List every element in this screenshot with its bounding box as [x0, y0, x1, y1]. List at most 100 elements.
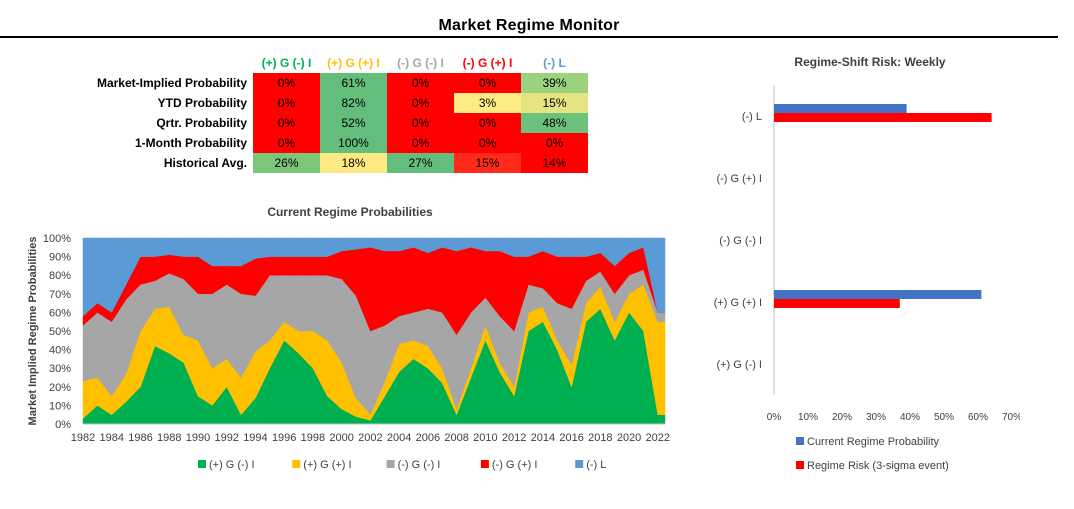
category-label: (-) L: [742, 111, 762, 123]
table-cell: 0%: [253, 133, 320, 153]
table-column-header: (+) G (-) I: [261, 56, 312, 70]
table-row-label: Historical Avg.: [163, 156, 247, 170]
x-tick-label: 1986: [128, 432, 152, 444]
table-cell: 15%: [454, 153, 521, 173]
legend-swatch: [796, 461, 804, 469]
area-chart-title: Current Regime Probabilities: [267, 205, 433, 219]
table-cell: 0%: [253, 73, 320, 93]
regime-probability-table: (+) G (-) I (+) G (+) I (-) G (-) I (-) G (…: [72, 53, 588, 173]
y-tick-label: 40%: [49, 345, 71, 357]
x-tick-label: 60%: [968, 412, 988, 423]
x-tick-label: 30%: [866, 412, 886, 423]
category-label: (+) G (-) I: [716, 359, 762, 371]
y-axis-label: Market Implied Regime Probabilities: [27, 237, 39, 426]
area-series: [82, 237, 666, 317]
table-cell: 18%: [320, 153, 387, 173]
title-divider: [0, 36, 1058, 38]
x-tick-label: 20%: [832, 412, 852, 423]
x-tick-label: 2012: [502, 432, 526, 444]
table-row: Qrtr. Probability 0% 52% 0% 0% 48%: [72, 113, 588, 133]
legend-label: Regime Risk (3-sigma event): [807, 460, 949, 472]
bar: [774, 113, 992, 122]
y-tick-label: 10%: [49, 400, 71, 412]
y-tick-label: 80%: [49, 270, 71, 282]
table-cell: 0%: [454, 73, 521, 93]
category-label: (-) G (+) I: [716, 173, 762, 185]
area-chart-legend: (+) G (-) I (+) G (+) I (-) G (-) I (-) G (…: [198, 459, 606, 471]
table-row-label: YTD Probability: [157, 96, 247, 110]
table-cell: 0%: [387, 133, 454, 153]
legend-swatch: [198, 460, 206, 468]
y-tick-label: 0%: [55, 419, 71, 431]
x-tick-label: 2018: [588, 432, 612, 444]
y-tick-label: 70%: [49, 289, 71, 301]
table-cell: 3%: [454, 93, 521, 113]
y-tick-label: 90%: [49, 252, 71, 264]
table-cell: 0%: [387, 73, 454, 93]
x-tick-label: 2020: [617, 432, 641, 444]
table-cell: 0%: [454, 133, 521, 153]
x-tick-label: 2004: [387, 432, 411, 444]
x-tick-label: 10%: [798, 412, 818, 423]
table-cell: 26%: [253, 153, 320, 173]
legend-swatch: [292, 460, 301, 468]
legend-swatch: [480, 460, 489, 468]
legend-label: (+) G (+) I: [303, 459, 351, 471]
category-label: (-) G (-) I: [719, 235, 762, 247]
table-cell: 39%: [521, 73, 588, 93]
table-row-label: Market-Implied Probability: [96, 76, 247, 90]
y-tick-label: 100%: [43, 233, 71, 245]
table-column-header: (-) L: [543, 56, 566, 70]
x-tick-label: 2008: [444, 432, 468, 444]
table-row: Historical Avg. 26% 18% 27% 15% 14%: [72, 153, 588, 173]
table-cell: 52%: [320, 113, 387, 133]
table-column-header: (-) G (-) I: [397, 56, 444, 70]
x-tick-label: 1996: [272, 432, 296, 444]
table-column-header: (-) G (+) I: [462, 56, 513, 70]
bar: [774, 299, 900, 308]
table-cell: 27%: [387, 153, 454, 173]
x-tick-label: 2016: [559, 432, 583, 444]
table-corner: [72, 53, 253, 73]
x-tick-label: 1982: [71, 432, 95, 444]
table-cell: 0%: [521, 133, 588, 153]
table-cell: 0%: [253, 113, 320, 133]
category-label: (+) G (+) I: [714, 297, 762, 309]
legend-swatch: [575, 460, 584, 468]
legend-label: (-) L: [586, 459, 606, 471]
y-tick-label: 60%: [49, 307, 71, 319]
table-row: Market-Implied Probability 0% 61% 0% 0% 39%: [72, 73, 588, 93]
table-row-label: Qrtr. Probability: [156, 116, 247, 130]
x-tick-label: 50%: [934, 412, 954, 423]
table-cell: 0%: [387, 93, 454, 113]
bar: [774, 104, 907, 113]
table-cell: 15%: [521, 93, 588, 113]
table-cell: 14%: [521, 153, 588, 173]
page-title: Market Regime Monitor: [438, 17, 620, 34]
table-row-label: 1-Month Probability: [135, 136, 247, 150]
table-cell: 61%: [320, 73, 387, 93]
regime-probabilities-area-chart: 0% 10% 20% 30% 40% 50% 60% 70% 80% 90% 100% 1982 198…: [27, 233, 670, 444]
bar: [774, 290, 982, 299]
x-tick-label: 1994: [243, 432, 267, 444]
legend-label: Current Regime Probability: [807, 436, 940, 448]
table-cell: 0%: [387, 113, 454, 133]
legend-label: (+) G (-) I: [209, 459, 255, 471]
x-tick-label: 2014: [531, 432, 555, 444]
table-cell: 48%: [521, 113, 588, 133]
table-column-header: (+) G (+) I: [327, 56, 380, 70]
x-tick-label: 2002: [358, 432, 382, 444]
regime-shift-risk-bar-chart: (-) L (-) G (+) I (-) G (-) I (+) G (+) I (+…: [714, 85, 1020, 472]
x-tick-label: 2006: [416, 432, 440, 444]
x-tick-label: 0%: [767, 412, 782, 423]
table-row: YTD Probability 0% 82% 0% 3% 15%: [72, 93, 588, 113]
x-tick-label: 40%: [900, 412, 920, 423]
y-tick-label: 30%: [49, 363, 71, 375]
x-tick-label: 2010: [473, 432, 497, 444]
x-tick-label: 1992: [214, 432, 238, 444]
table-cell: 0%: [454, 113, 521, 133]
x-tick-label: 1988: [157, 432, 181, 444]
table-cell: 100%: [320, 133, 387, 153]
table-cell: 82%: [320, 93, 387, 113]
table-row: 1-Month Probability 0% 100% 0% 0% 0%: [72, 133, 588, 153]
